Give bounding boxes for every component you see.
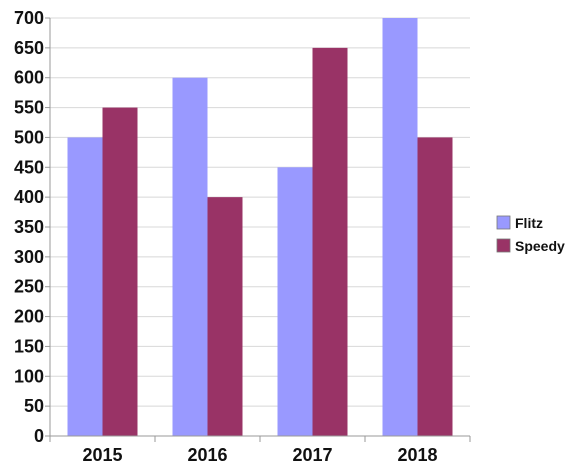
x-axis-tick-labels: 2015 2016 2017 2018 <box>82 445 437 465</box>
legend: Flitz Speedy <box>496 215 565 254</box>
bar-flitz-2018 <box>382 18 418 436</box>
legend-swatch-flitz <box>496 215 511 230</box>
y-tick-label: 200 <box>14 307 44 327</box>
x-tick-label: 2017 <box>292 445 332 465</box>
y-tick-label: 700 <box>14 8 44 28</box>
y-tick-label: 400 <box>14 187 44 207</box>
y-tick-label: 450 <box>14 157 44 177</box>
y-axis-tick-labels: 0 50 100 150 200 250 300 350 400 450 500 550 600 650 7… <box>14 8 44 446</box>
y-tick-label: 50 <box>24 396 44 416</box>
y-tick-label: 500 <box>14 127 44 147</box>
legend-label-speedy: Speedy <box>515 238 565 254</box>
legend-swatch-speedy <box>496 238 511 253</box>
y-tick-label: 150 <box>14 336 44 356</box>
y-tick-label: 300 <box>14 247 44 267</box>
legend-label-flitz: Flitz <box>515 215 543 231</box>
bar-speedy-2016 <box>207 197 243 436</box>
y-tick-label: 350 <box>14 217 44 237</box>
x-tick-label: 2018 <box>397 445 437 465</box>
axes <box>45 17 471 442</box>
bar-flitz-2017 <box>277 167 313 437</box>
bars <box>67 18 453 437</box>
y-tick-label: 250 <box>14 277 44 297</box>
y-tick-label: 0 <box>34 426 44 446</box>
bar-flitz-2015 <box>67 137 103 436</box>
x-tick-label: 2016 <box>187 445 227 465</box>
y-tick-label: 550 <box>14 98 44 118</box>
bar-flitz-2016 <box>172 77 208 436</box>
bar-speedy-2015 <box>102 107 138 437</box>
y-tick-label: 100 <box>14 366 44 386</box>
bar-speedy-2018 <box>417 137 453 436</box>
x-tick-label: 2015 <box>82 445 122 465</box>
y-tick-label: 600 <box>14 68 44 88</box>
bar-speedy-2017 <box>312 47 348 436</box>
y-tick-label: 650 <box>14 38 44 58</box>
